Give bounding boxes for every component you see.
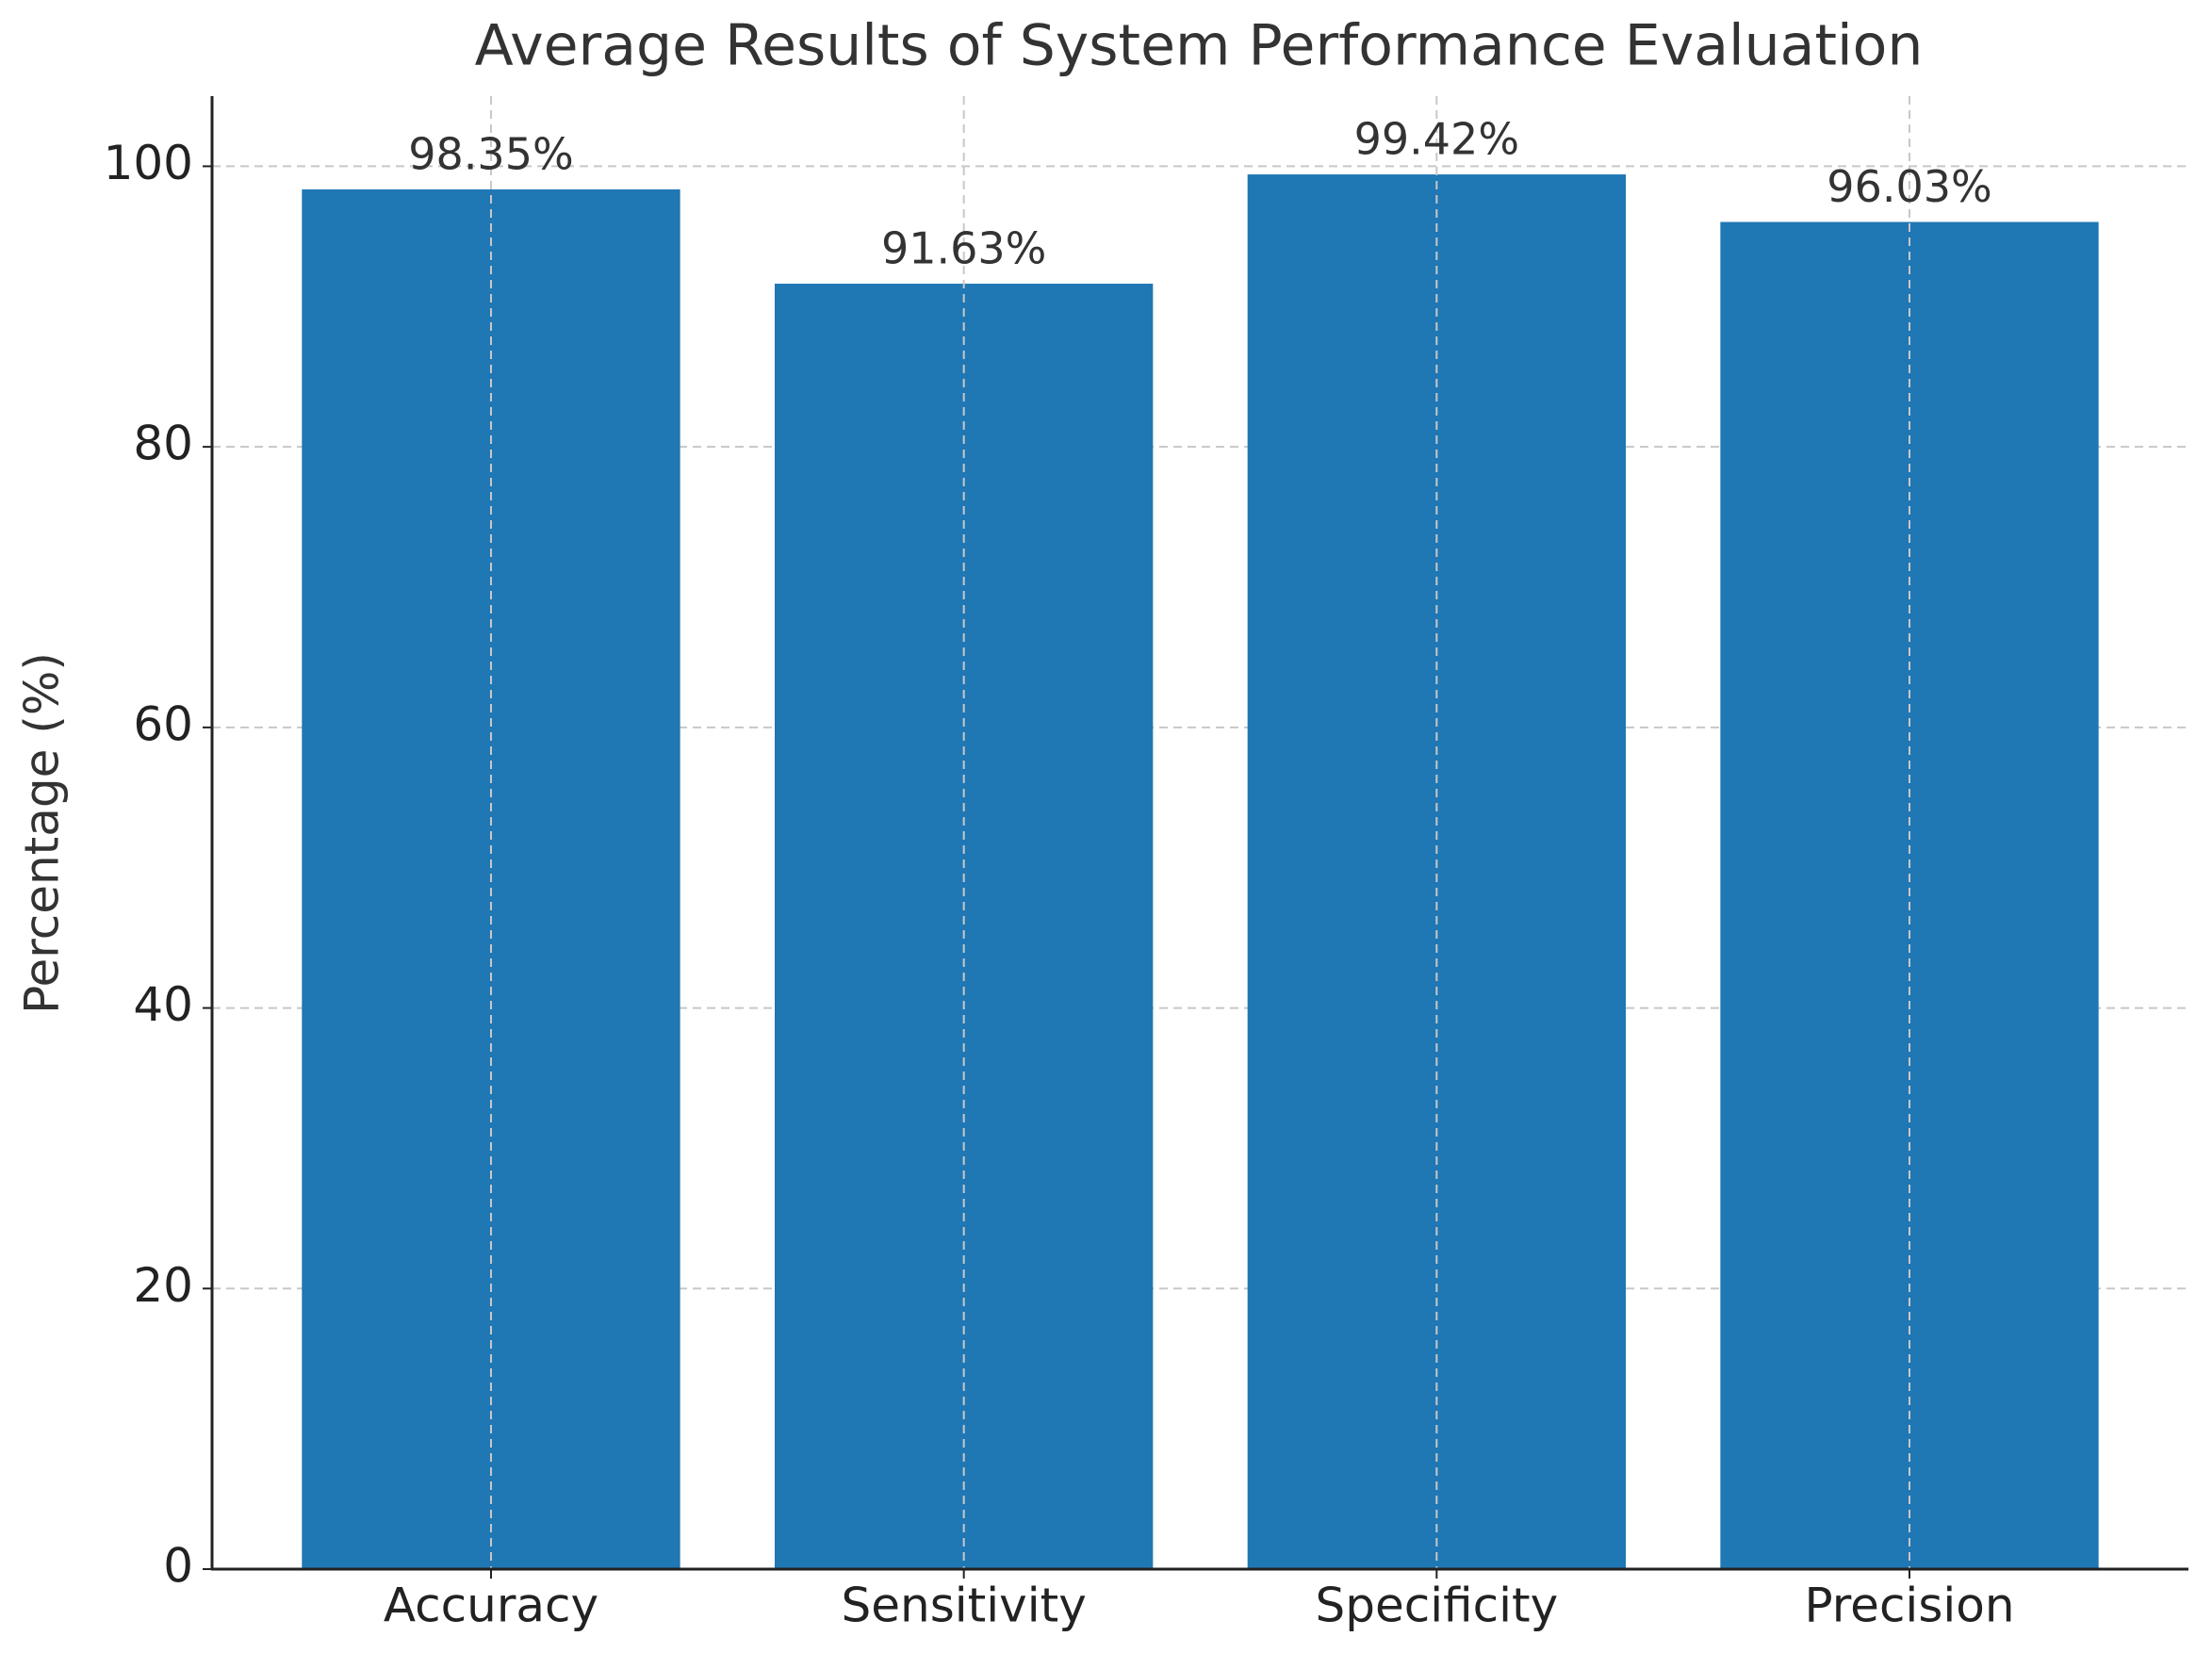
y-tick-label: 20 (133, 1258, 193, 1313)
value-label: 99.42% (1354, 114, 1519, 165)
bar (1247, 174, 1627, 1570)
y-tick-label: 0 (163, 1539, 193, 1594)
x-tick-label: Accuracy (384, 1579, 598, 1633)
value-label: 91.63% (881, 223, 1046, 274)
x-tick-label: Precision (1804, 1579, 2014, 1633)
chart-title: Average Results of System Performance Ev… (475, 13, 1924, 79)
x-tick-label: Specificity (1315, 1579, 1558, 1633)
y-tick-label: 80 (133, 417, 193, 471)
y-tick-label: 40 (133, 977, 193, 1032)
y-tick-label: 100 (104, 136, 193, 190)
value-label: 98.35% (408, 128, 573, 179)
value-label: 96.03% (1827, 161, 1991, 212)
y-axis-label: Percentage (%) (15, 652, 70, 1014)
x-tick-label: Sensitivity (842, 1579, 1087, 1633)
y-tick-label: 60 (133, 696, 193, 751)
